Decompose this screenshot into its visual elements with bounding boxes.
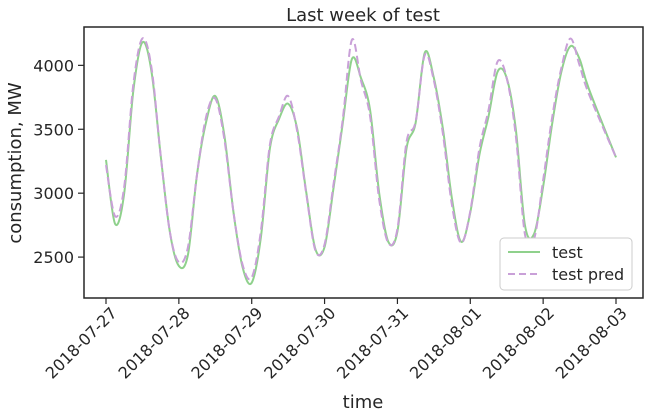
plot-area — [83, 26, 644, 299]
plot-frame — [83, 26, 644, 299]
x-tick-label: 2018-07-27 — [42, 303, 121, 382]
y-tick-label: 3000 — [33, 184, 74, 203]
x-tick-label: 2018-07-31 — [333, 303, 412, 382]
y-tick-label: 3500 — [33, 120, 74, 139]
series-line-test-pred — [105, 37, 617, 281]
x-tick-label: 2018-07-30 — [260, 303, 339, 382]
x-tick-label: 2018-08-02 — [479, 303, 558, 382]
chart-title: Last week of test — [286, 5, 440, 26]
y-tick-label: 4000 — [33, 56, 74, 75]
y-tick-label: 2500 — [33, 248, 74, 267]
legend-label-test: test — [552, 243, 583, 262]
x-tick-label: 2018-08-01 — [406, 303, 485, 382]
x-axis: 2018-07-272018-07-282018-07-292018-07-30… — [42, 298, 631, 383]
y-axis-title: consumption, MW — [5, 82, 26, 244]
x-tick-label: 2018-07-28 — [115, 303, 194, 382]
y-axis: 2500 3000 3500 4000 — [33, 56, 84, 267]
x-tick-label: 2018-08-03 — [552, 303, 631, 382]
x-axis-title: time — [343, 392, 384, 413]
x-tick-label: 2018-07-29 — [187, 303, 266, 382]
series-layer — [105, 37, 617, 286]
legend: test test pred — [499, 237, 633, 291]
legend-label-test-pred: test pred — [552, 265, 624, 284]
